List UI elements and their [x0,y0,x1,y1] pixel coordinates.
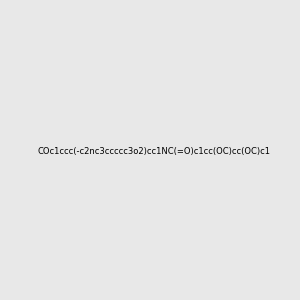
Text: COc1ccc(-c2nc3ccccc3o2)cc1NC(=O)c1cc(OC)cc(OC)c1: COc1ccc(-c2nc3ccccc3o2)cc1NC(=O)c1cc(OC)… [37,147,270,156]
